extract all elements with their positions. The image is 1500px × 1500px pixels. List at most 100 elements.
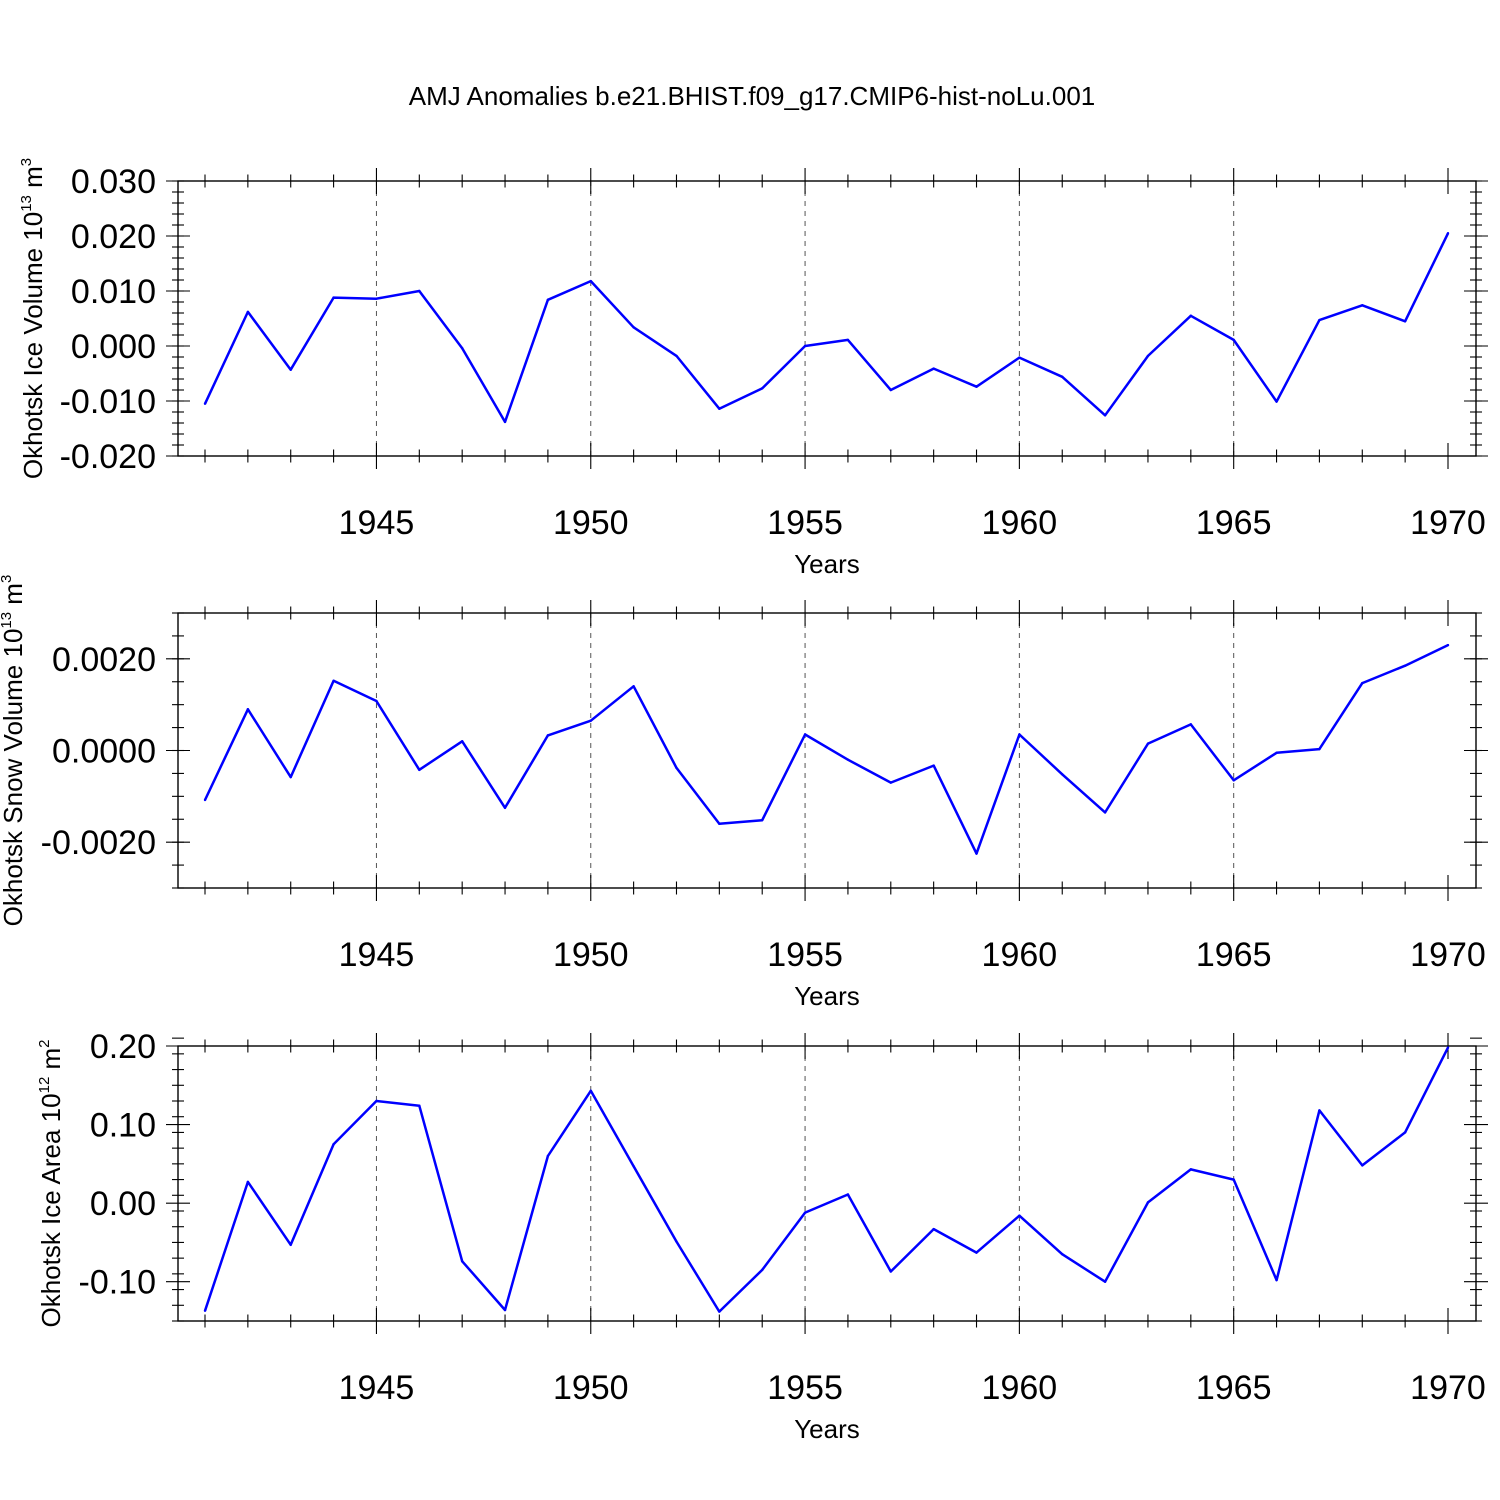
data-point xyxy=(1318,318,1321,322)
y-axis-title-unit: m xyxy=(18,166,48,195)
y-axis-title-exponent: 12 xyxy=(36,1077,53,1094)
plot-frame xyxy=(177,612,1477,889)
y-axis-title-unit: m xyxy=(0,583,28,612)
data-point xyxy=(546,734,550,737)
data-point xyxy=(1103,811,1107,814)
data-point xyxy=(889,1270,892,1273)
data-point xyxy=(932,367,935,370)
data-point xyxy=(1232,779,1235,782)
data-point xyxy=(803,733,807,736)
data-point xyxy=(289,368,292,371)
x-tick-label: 1970 xyxy=(1410,1369,1486,1407)
y-axis-title: Okhotsk Ice Volume 1013 m3 xyxy=(18,158,48,479)
data-point xyxy=(418,1104,421,1107)
y-tick-label: 0.000 xyxy=(71,328,156,366)
data-point xyxy=(546,1154,550,1158)
figure-title: AMJ Anomalies b.e21.BHIST.f09_g17.CMIP6-… xyxy=(409,81,1096,111)
y-tick-label: -0.020 xyxy=(60,438,156,476)
data-point xyxy=(975,852,978,855)
data-point xyxy=(1061,375,1064,378)
y-tick-label: -0.0020 xyxy=(41,824,156,862)
data-point xyxy=(203,798,207,802)
data-point xyxy=(332,1143,335,1146)
data-point xyxy=(1446,232,1450,235)
data-point xyxy=(203,402,207,405)
y-axis-title-base: Okhotsk Ice Volume 10 xyxy=(18,212,48,479)
data-point xyxy=(761,1268,764,1272)
x-tick-label: 1960 xyxy=(982,1369,1058,1407)
data-point xyxy=(1232,1178,1235,1181)
x-tick-label: 1950 xyxy=(553,504,629,542)
data-point xyxy=(375,699,378,703)
data-point xyxy=(632,1165,635,1168)
series-line xyxy=(203,232,1450,424)
x-tick-label: 1945 xyxy=(339,504,415,542)
data-point xyxy=(1061,1253,1064,1256)
data-point xyxy=(932,1227,935,1231)
data-point xyxy=(1403,1131,1407,1134)
data-point xyxy=(846,1193,850,1196)
data-point xyxy=(1318,1109,1321,1112)
data-point xyxy=(1189,314,1193,317)
y-axis-title-exponent: 13 xyxy=(18,195,35,212)
data-point xyxy=(761,818,764,822)
data-point xyxy=(1446,1046,1450,1049)
x-tick-label: 1950 xyxy=(553,936,629,974)
data-point xyxy=(1018,1214,1021,1217)
data-point xyxy=(1361,1164,1364,1167)
data-point xyxy=(1146,742,1150,745)
data-point xyxy=(589,719,592,722)
y-axis-title-base: Okhotsk Snow Volume 10 xyxy=(0,629,28,927)
data-point xyxy=(1275,1278,1278,1282)
data-point xyxy=(1232,338,1235,342)
series-line xyxy=(203,1047,1450,1313)
data-point xyxy=(1103,414,1107,417)
data-point xyxy=(546,298,550,301)
data-point xyxy=(418,768,421,771)
data-point xyxy=(632,326,635,329)
data-point xyxy=(975,385,978,388)
panel-2: -0.0020 0.0000 0.0020 1945 1950 1955 1960 1965 1… xyxy=(0,575,1488,1011)
data-point xyxy=(932,764,935,767)
series-line xyxy=(203,643,1449,855)
x-tick-label: 1955 xyxy=(767,936,843,974)
data-point xyxy=(761,387,764,390)
y-tick-label: 0.0020 xyxy=(52,641,156,679)
data-point xyxy=(889,388,892,392)
data-point xyxy=(1446,643,1450,647)
y-axis-title-unit-exponent: 2 xyxy=(36,1039,53,1047)
y-tick-label: -0.10 xyxy=(79,1264,157,1302)
data-point xyxy=(718,1310,721,1313)
y-axis-title-base: Okhotsk Ice Area 10 xyxy=(36,1093,66,1327)
data-point xyxy=(803,1211,807,1214)
data-point xyxy=(460,740,464,743)
data-point xyxy=(1403,320,1407,323)
data-point xyxy=(1189,1168,1193,1171)
x-tick-label: 1955 xyxy=(767,1369,843,1407)
data-point xyxy=(1018,733,1021,736)
y-tick-label: 0.20 xyxy=(90,1028,156,1066)
data-point xyxy=(803,344,807,348)
data-point xyxy=(1189,723,1193,726)
y-tick-label: 0.020 xyxy=(71,218,156,256)
panel-3: -0.10 0.00 0.10 0.20 1945 1950 1955 1960 1965 197… xyxy=(36,1028,1488,1444)
data-point xyxy=(332,679,335,683)
y-axis-title-exponent: 13 xyxy=(0,612,15,629)
y-tick-label: -0.010 xyxy=(60,383,156,421)
data-point xyxy=(1403,664,1407,667)
data-point xyxy=(289,1243,292,1246)
x-tick-label: 1970 xyxy=(1410,504,1486,542)
data-point xyxy=(846,338,850,342)
x-tick-label: 1945 xyxy=(339,936,415,974)
x-tick-label: 1970 xyxy=(1410,936,1486,974)
x-tick-label: 1955 xyxy=(767,504,843,542)
data-point xyxy=(589,279,592,283)
y-tick-label: 0.0000 xyxy=(52,733,156,771)
data-point xyxy=(460,347,464,350)
data-point xyxy=(246,708,250,711)
x-tick-label: 1960 xyxy=(982,936,1058,974)
y-axis-title-unit-exponent: 3 xyxy=(0,575,15,583)
data-point xyxy=(503,420,507,424)
y-axis-title: Okhotsk Ice Area 1012 m2 xyxy=(36,1039,66,1327)
